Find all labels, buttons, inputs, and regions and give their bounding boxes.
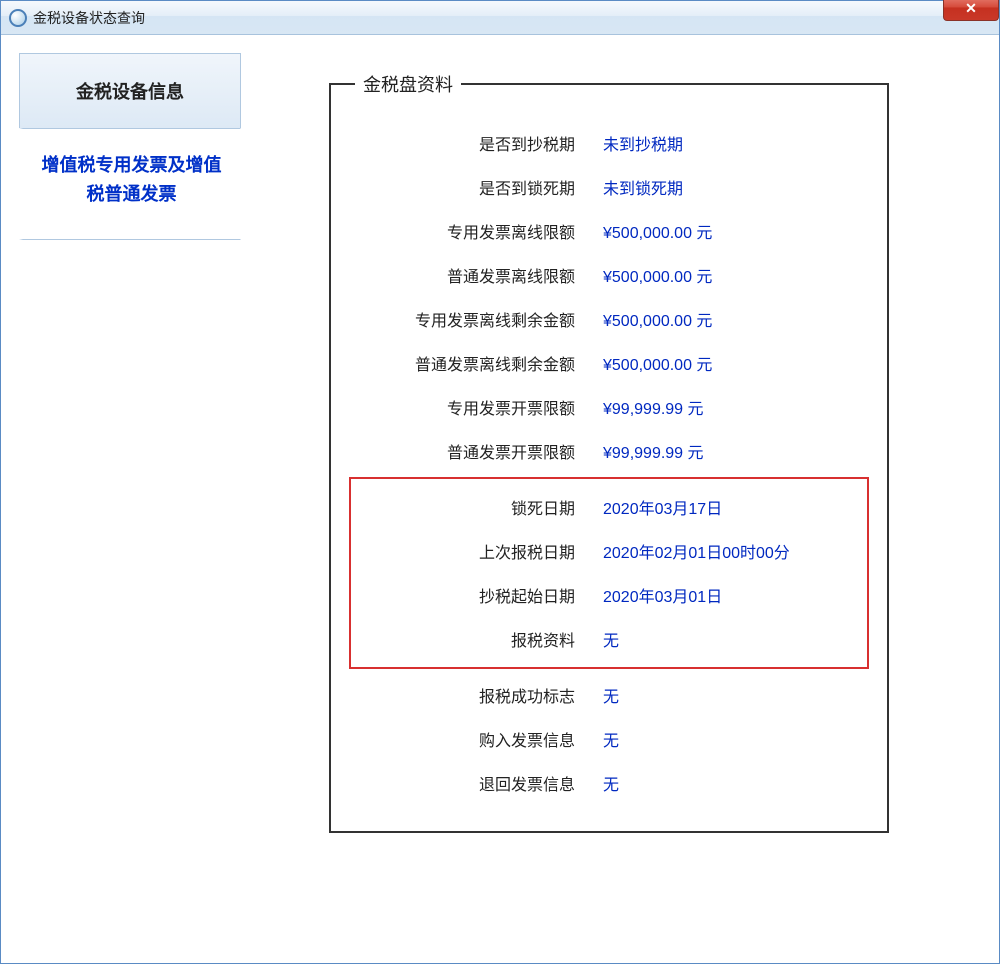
main-panel: 金税盘资料 是否到抄税期 未到抄税期 是否到锁死期 未到锁死期 专用发票离线限额… — [241, 53, 981, 945]
data-row: 是否到抄税期 未到抄税期 — [353, 121, 865, 165]
app-icon — [9, 9, 27, 27]
sidebar: 金税设备信息 增值税专用发票及增值税普通发票 — [19, 53, 241, 945]
row-label: 锁死日期 — [353, 495, 603, 519]
sidebar-item-label: 增值税专用发票及增值税普通发票 — [42, 155, 222, 204]
row-label: 普通发票离线剩余金额 — [353, 351, 603, 375]
row-label: 是否到锁死期 — [353, 175, 603, 199]
row-value: 未到锁死期 — [603, 175, 865, 199]
row-value: ¥500,000.00 元 — [603, 351, 865, 375]
row-label: 普通发票离线限额 — [353, 263, 603, 287]
fieldset-legend: 金税盘资料 — [355, 71, 461, 97]
row-value: 无 — [603, 627, 865, 651]
row-label: 是否到抄税期 — [353, 131, 603, 155]
row-label: 报税资料 — [353, 627, 603, 651]
data-row: 专用发票离线限额 ¥500,000.00 元 — [353, 209, 865, 253]
row-label: 抄税起始日期 — [353, 583, 603, 607]
row-value: 无 — [603, 683, 865, 707]
tax-disk-fieldset: 金税盘资料 是否到抄税期 未到抄税期 是否到锁死期 未到锁死期 专用发票离线限额… — [329, 83, 889, 833]
row-label: 报税成功标志 — [353, 683, 603, 707]
highlight-box: 锁死日期 2020年03月17日 上次报税日期 2020年02月01日00时00… — [349, 477, 869, 669]
row-label: 退回发票信息 — [353, 771, 603, 795]
row-value: ¥99,999.99 元 — [603, 395, 865, 419]
row-value: ¥500,000.00 元 — [603, 307, 865, 331]
data-row: 锁死日期 2020年03月17日 — [353, 485, 865, 529]
data-row: 普通发票离线剩余金额 ¥500,000.00 元 — [353, 341, 865, 385]
content-area: 金税设备信息 增值税专用发票及增值税普通发票 金税盘资料 是否到抄税期 未到抄税… — [1, 35, 999, 963]
row-value: 无 — [603, 771, 865, 795]
row-label: 专用发票离线限额 — [353, 219, 603, 243]
row-label: 上次报税日期 — [353, 539, 603, 563]
window-title: 金税设备状态查询 — [33, 8, 145, 28]
row-value: ¥99,999.99 元 — [603, 439, 865, 463]
data-row: 退回发票信息 无 — [353, 761, 865, 805]
data-row: 报税成功标志 无 — [353, 673, 865, 717]
sidebar-item-vat-invoice[interactable]: 增值税专用发票及增值税普通发票 — [19, 128, 241, 240]
data-row: 普通发票离线限额 ¥500,000.00 元 — [353, 253, 865, 297]
row-value: ¥500,000.00 元 — [603, 263, 865, 287]
data-row: 普通发票开票限额 ¥99,999.99 元 — [353, 429, 865, 473]
data-row: 专用发票开票限额 ¥99,999.99 元 — [353, 385, 865, 429]
data-row: 购入发票信息 无 — [353, 717, 865, 761]
data-row: 上次报税日期 2020年02月01日00时00分 — [353, 529, 865, 573]
row-value: ¥500,000.00 元 — [603, 219, 865, 243]
row-value: 2020年03月01日 — [603, 583, 865, 607]
row-label: 普通发票开票限额 — [353, 439, 603, 463]
titlebar: 金税设备状态查询 ✕ — [1, 1, 999, 35]
row-value: 无 — [603, 727, 865, 751]
row-label: 专用发票离线剩余金额 — [353, 307, 603, 331]
sidebar-header: 金税设备信息 — [19, 53, 241, 128]
data-row: 报税资料 无 — [353, 617, 865, 661]
close-button[interactable]: ✕ — [943, 0, 999, 21]
data-row: 是否到锁死期 未到锁死期 — [353, 165, 865, 209]
row-label: 购入发票信息 — [353, 727, 603, 751]
data-row: 抄税起始日期 2020年03月01日 — [353, 573, 865, 617]
close-icon: ✕ — [965, 0, 977, 17]
row-value: 2020年02月01日00时00分 — [603, 539, 865, 563]
row-label: 专用发票开票限额 — [353, 395, 603, 419]
row-value: 未到抄税期 — [603, 131, 865, 155]
window: 金税设备状态查询 ✕ 金税设备信息 增值税专用发票及增值税普通发票 金税盘资料 … — [0, 0, 1000, 964]
row-value: 2020年03月17日 — [603, 495, 865, 519]
data-row: 专用发票离线剩余金额 ¥500,000.00 元 — [353, 297, 865, 341]
